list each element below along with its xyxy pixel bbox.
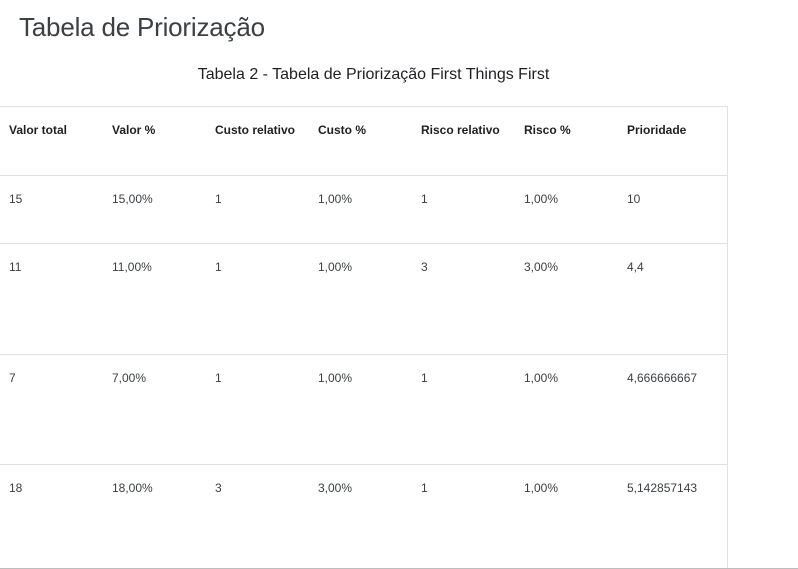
table-row: 15 15,00% 1 1,00% 1 1,00% 10 (0, 175, 727, 244)
cell-prioridade: 4,666666667 (618, 354, 727, 465)
cell-custo-percent: 1,00% (309, 243, 412, 355)
cell-valor-percent: 18,00% (112, 480, 153, 495)
table-header-row: Valor total Valor % Custo relativo Custo… (0, 107, 727, 176)
header-risco-relativo: Risco relativo (412, 107, 515, 176)
cell-custo-percent: 1,00% (309, 354, 412, 465)
cell-risco-percent: 1,00% (515, 175, 618, 244)
cell-risco-relativo: 3 (412, 243, 515, 355)
cell-valor-percent: 11,00% (103, 243, 206, 355)
prioritization-table-container: Valor total Valor % Custo relativo Custo… (0, 106, 728, 569)
cell-prioridade: 5,142857143 (627, 480, 698, 495)
table-caption: Tabela 2 - Tabela de Priorização First T… (197, 66, 550, 83)
table-row: 11 11,00% 1 1,00% 3 3,00% 4,4 (0, 243, 727, 355)
cell-risco-percent: 1,00% (515, 354, 618, 465)
prioritization-table: Valor total Valor % Custo relativo Custo… (0, 107, 727, 569)
header-custo-relativo: Custo relativo (206, 107, 309, 176)
cell-risco-percent: 1,00% (524, 480, 559, 495)
table-row: 7 7,00% 1 1,00% 1 1,00% 4,666666667 (0, 354, 727, 465)
header-custo-percent: Custo % (309, 107, 412, 176)
cell-valor-total: 15 (0, 175, 103, 244)
cell-valor-total: 7 (0, 354, 103, 465)
cell-custo-relativo: 1 (206, 354, 309, 465)
cell-valor-percent: 7,00% (103, 354, 206, 465)
cell-risco-percent: 3,00% (515, 243, 618, 355)
cell-risco-relativo: 1 (412, 354, 515, 465)
cell-custo-relativo: 3 (215, 480, 222, 495)
page-title: Tabela de Priorização (19, 12, 265, 42)
cell-custo-percent: 1,00% (309, 175, 412, 244)
cell-prioridade: 10 (618, 175, 727, 244)
cell-custo-relativo: 1 (206, 243, 309, 355)
header-valor-percent: Valor % (103, 107, 206, 176)
table-row: 18 18,00% 3 3,00% 1 1,00% 5,142857143 (0, 464, 727, 569)
cell-prioridade: 4,4 (618, 243, 727, 355)
cell-valor-total: 18 (9, 480, 23, 495)
cell-custo-percent: 3,00% (318, 480, 353, 495)
header-prioridade: Prioridade (618, 107, 727, 176)
cell-risco-relativo: 1 (421, 480, 428, 495)
cell-custo-relativo: 1 (206, 175, 309, 244)
header-risco-percent: Risco % (515, 107, 618, 176)
header-valor-total: Valor total (0, 107, 103, 176)
cell-valor-percent: 15,00% (103, 175, 206, 244)
cell-risco-relativo: 1 (412, 175, 515, 244)
cell-valor-total: 11 (0, 243, 103, 355)
